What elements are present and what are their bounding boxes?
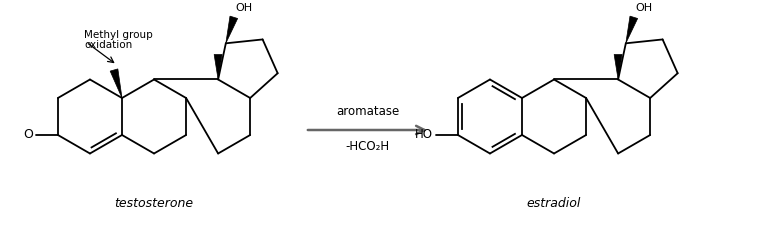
Polygon shape <box>626 16 638 43</box>
Polygon shape <box>214 54 222 79</box>
Text: OH: OH <box>636 3 653 13</box>
Text: estradiol: estradiol <box>527 197 581 210</box>
Text: O: O <box>23 129 33 141</box>
Text: OH: OH <box>236 3 253 13</box>
Polygon shape <box>110 69 122 98</box>
Polygon shape <box>614 54 622 79</box>
Text: testosterone: testosterone <box>115 197 193 210</box>
Text: HO: HO <box>415 129 433 141</box>
Text: aromatase: aromatase <box>336 105 399 118</box>
Text: oxidation: oxidation <box>84 40 132 50</box>
Text: Methyl group: Methyl group <box>84 30 153 40</box>
Text: -HCO₂H: -HCO₂H <box>345 140 390 153</box>
Polygon shape <box>226 16 238 43</box>
